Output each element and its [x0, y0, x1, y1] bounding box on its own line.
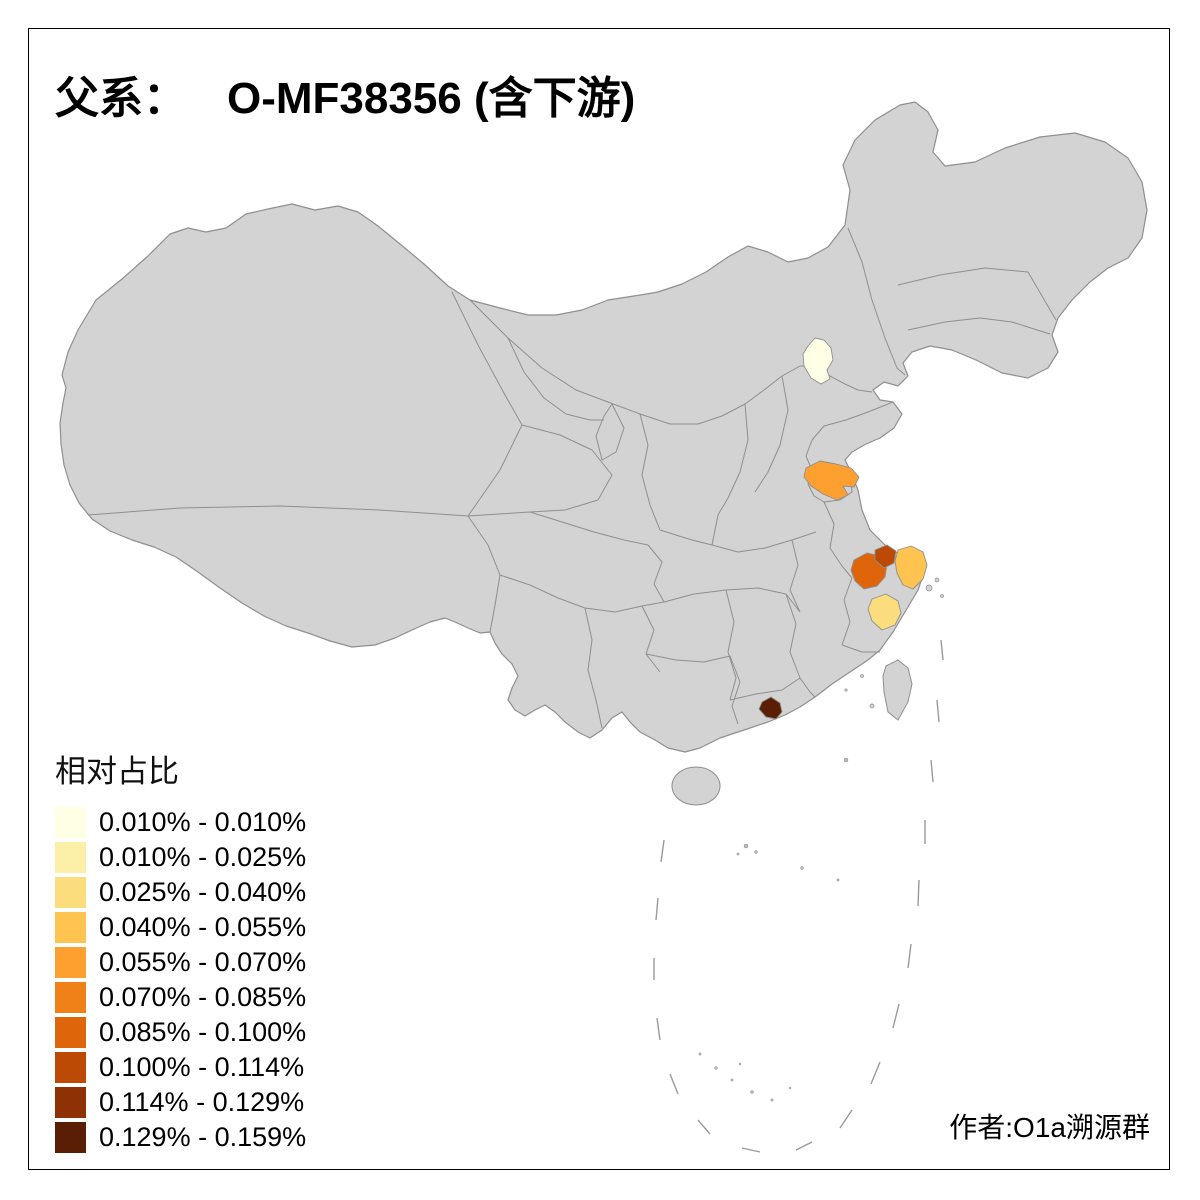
province-borders [87, 227, 1057, 729]
legend-item: 0.114% - 0.129% [55, 1087, 306, 1118]
legend-swatch [55, 1087, 86, 1118]
hainan-island [671, 766, 721, 806]
legend-label: 0.025% - 0.040% [99, 877, 307, 907]
legend-swatch [55, 877, 86, 908]
legend-swatch [55, 1052, 86, 1083]
highlight-region-1 [802, 337, 834, 385]
legend-label: 0.070% - 0.085% [99, 982, 307, 1012]
legend: 相对占比 0.010% - 0.010% 0.010% - 0.025% 0.0… [55, 746, 306, 1157]
taiwan-island [882, 659, 913, 721]
legend-item: 0.100% - 0.114% [55, 1052, 306, 1083]
highlight-region-5 [894, 545, 928, 590]
mainland-outline [59, 101, 1148, 753]
page-title: 父系： O-MF38356 (含下游) [55, 62, 635, 126]
legend-item: 0.010% - 0.025% [55, 842, 306, 873]
legend-item: 0.129% - 0.159% [55, 1122, 306, 1153]
highlighted-regions [758, 337, 928, 720]
legend-item: 0.010% - 0.010% [55, 807, 306, 838]
legend-swatch [55, 947, 86, 978]
legend-swatch [55, 807, 86, 838]
legend-label: 0.010% - 0.010% [99, 807, 307, 837]
legend-swatch [55, 982, 86, 1013]
legend-label: 0.100% - 0.114% [99, 1052, 305, 1082]
legend-item: 0.085% - 0.100% [55, 1017, 306, 1048]
legend-item: 0.070% - 0.085% [55, 982, 306, 1013]
title-prefix: 父系： [55, 74, 187, 123]
legend-label: 0.085% - 0.100% [99, 1017, 307, 1047]
highlight-region-6 [867, 593, 902, 631]
legend-label: 0.010% - 0.025% [99, 842, 307, 872]
legend-swatch [55, 1122, 86, 1153]
coastal-islands [844, 577, 944, 709]
legend-item: 0.040% - 0.055% [55, 912, 306, 943]
legend-swatch [55, 912, 86, 943]
legend-item: 0.055% - 0.070% [55, 947, 306, 978]
title-main: O-MF38356 (含下游) [227, 74, 636, 123]
legend-label: 0.055% - 0.070% [99, 947, 307, 977]
nine-dash-line [653, 639, 944, 1153]
legend-label: 0.114% - 0.129% [99, 1087, 305, 1117]
highlight-region-2 [803, 460, 860, 501]
legend-swatch [55, 1017, 86, 1048]
legend-swatch [55, 842, 86, 873]
legend-label: 0.040% - 0.055% [99, 912, 307, 942]
highlight-region-4 [874, 544, 897, 569]
legend-item: 0.025% - 0.040% [55, 877, 306, 908]
south-china-sea-islands [698, 757, 849, 1102]
legend-label: 0.129% - 0.159% [99, 1122, 307, 1152]
highlight-region-7 [758, 696, 783, 720]
author-credit: 作者:O1a溯源群 [949, 1112, 1150, 1143]
legend-title: 相对占比 [55, 754, 179, 789]
